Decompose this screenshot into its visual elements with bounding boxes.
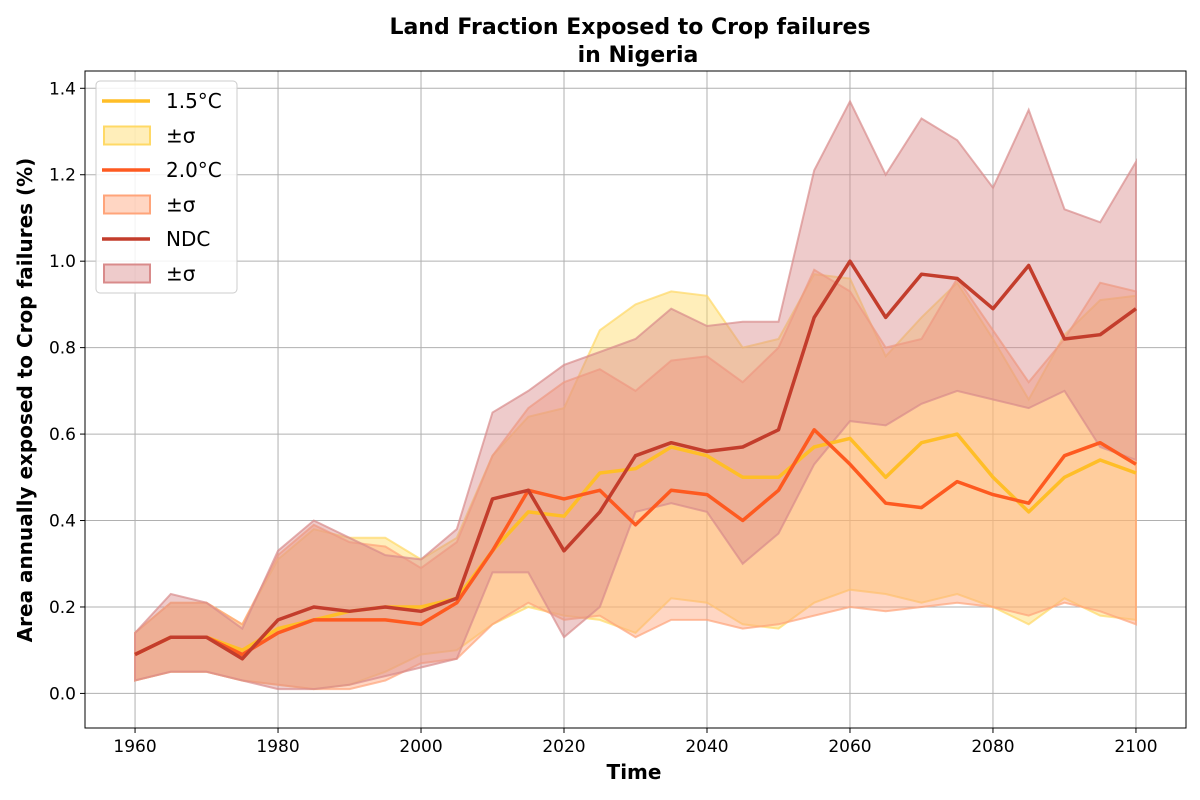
y-tick-label: 1.0 bbox=[49, 252, 76, 272]
x-tick-label: 1960 bbox=[113, 737, 156, 757]
y-axis-label: Area annually exposed to Crop failures (… bbox=[13, 158, 37, 643]
x-tick-label: 2000 bbox=[399, 737, 442, 757]
legend-label: ±σ bbox=[166, 124, 196, 148]
2-0-c-sigma-band bbox=[134, 268, 1137, 691]
x-tick-label: 2020 bbox=[542, 737, 585, 757]
y-tick-label: 0.8 bbox=[49, 339, 76, 359]
legend-band-swatch bbox=[103, 194, 151, 215]
band-layer bbox=[134, 99, 1137, 691]
x-tick-label: 2040 bbox=[685, 737, 728, 757]
ndc-mean-line bbox=[134, 259, 1138, 661]
y-axis: 0.0 0.2 0.4 0.6 0.8 1.0 1.2 1.4 bbox=[49, 79, 85, 704]
legend-label: NDC bbox=[166, 227, 210, 251]
chart-subtitle: in Nigeria bbox=[578, 43, 699, 68]
y-tick-label: 0.0 bbox=[49, 684, 76, 704]
y-tick-label: 0.2 bbox=[49, 598, 76, 618]
y-tick-label: 0.6 bbox=[49, 425, 76, 445]
2-0-c-mean-line bbox=[134, 428, 1137, 657]
legend-label: ±σ bbox=[166, 193, 196, 217]
legend-band-swatch bbox=[103, 125, 151, 146]
y-tick-label: 1.4 bbox=[49, 79, 76, 99]
chart-title: Land Fraction Exposed to Crop failures bbox=[389, 15, 870, 40]
legend-label: 1.5°C bbox=[166, 89, 222, 113]
x-tick-label: 1980 bbox=[256, 737, 299, 757]
line-layer bbox=[134, 259, 1138, 661]
legend-label: ±σ bbox=[166, 262, 196, 286]
y-tick-label: 0.4 bbox=[49, 512, 76, 532]
legend-band-swatch bbox=[103, 263, 151, 284]
legend: 1.5°C ±σ 2.0°C ±σ NDC ±σ bbox=[95, 80, 238, 294]
ndc-sigma-band bbox=[134, 99, 1137, 691]
y-tick-label: 1.2 bbox=[49, 166, 76, 186]
x-tick-label: 2100 bbox=[1114, 737, 1157, 757]
x-tick-label: 2060 bbox=[828, 737, 871, 757]
x-axis: 1960 1980 2000 2020 2040 2060 2080 2100 bbox=[113, 728, 1158, 757]
x-tick-label: 2080 bbox=[971, 737, 1014, 757]
plot-frame bbox=[84, 70, 1187, 729]
x-axis-label: Time bbox=[607, 760, 662, 784]
legend-label: 2.0°C bbox=[166, 158, 222, 182]
